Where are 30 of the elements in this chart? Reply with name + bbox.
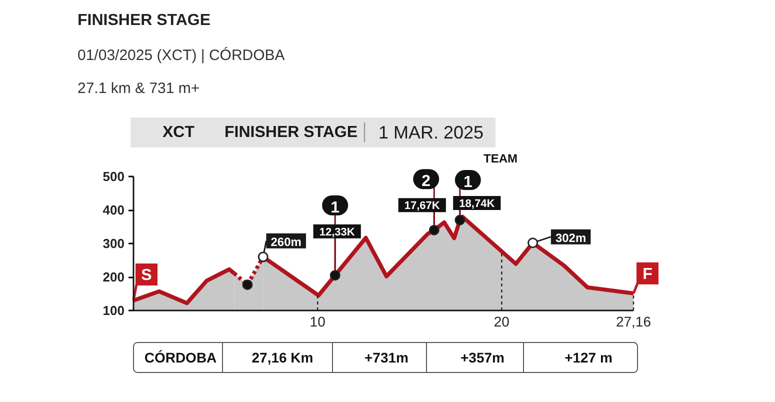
x-tick-label: 10 (310, 314, 326, 330)
annotation: F (642, 266, 653, 283)
annotation: 302m (555, 230, 586, 245)
x-tick-label: 20 (494, 314, 510, 330)
text: FINISHER STAGE (224, 124, 358, 141)
y-tick-label: 100 (102, 303, 125, 318)
text: 27,16 Km (252, 350, 314, 366)
y-tick-label: 500 (102, 169, 125, 184)
annotation: 1 (463, 174, 472, 192)
text: +731m (364, 350, 408, 366)
chart-subtitle: 01/03/2025 (XCT) | CÓRDOBA (78, 46, 285, 64)
annotation: 260m (270, 234, 302, 249)
annotation: 1 (330, 199, 340, 216)
text: 1 MAR. 2025 (378, 122, 484, 142)
text: +127 m (564, 350, 612, 366)
annotation: 12,33K (319, 226, 355, 238)
chart-title: FINISHER STAGE (78, 12, 211, 29)
y-tick-label: 200 (102, 270, 125, 284)
y-tick-label: 300 (102, 236, 125, 251)
x-tick-label: 27,16 (616, 314, 652, 330)
text: +357m (460, 350, 504, 366)
text: TEAM (484, 152, 518, 166)
y-tick-label: 400 (102, 202, 125, 218)
annotation: 18,74K (459, 198, 495, 210)
annotation: S (141, 266, 152, 284)
text: 27.1 km & 731 m+ (78, 80, 200, 97)
annotation: 2 (422, 173, 431, 190)
annotation: 17,67K (404, 200, 440, 212)
text: CÓRDOBA (144, 350, 217, 366)
text: XCT (162, 124, 195, 141)
